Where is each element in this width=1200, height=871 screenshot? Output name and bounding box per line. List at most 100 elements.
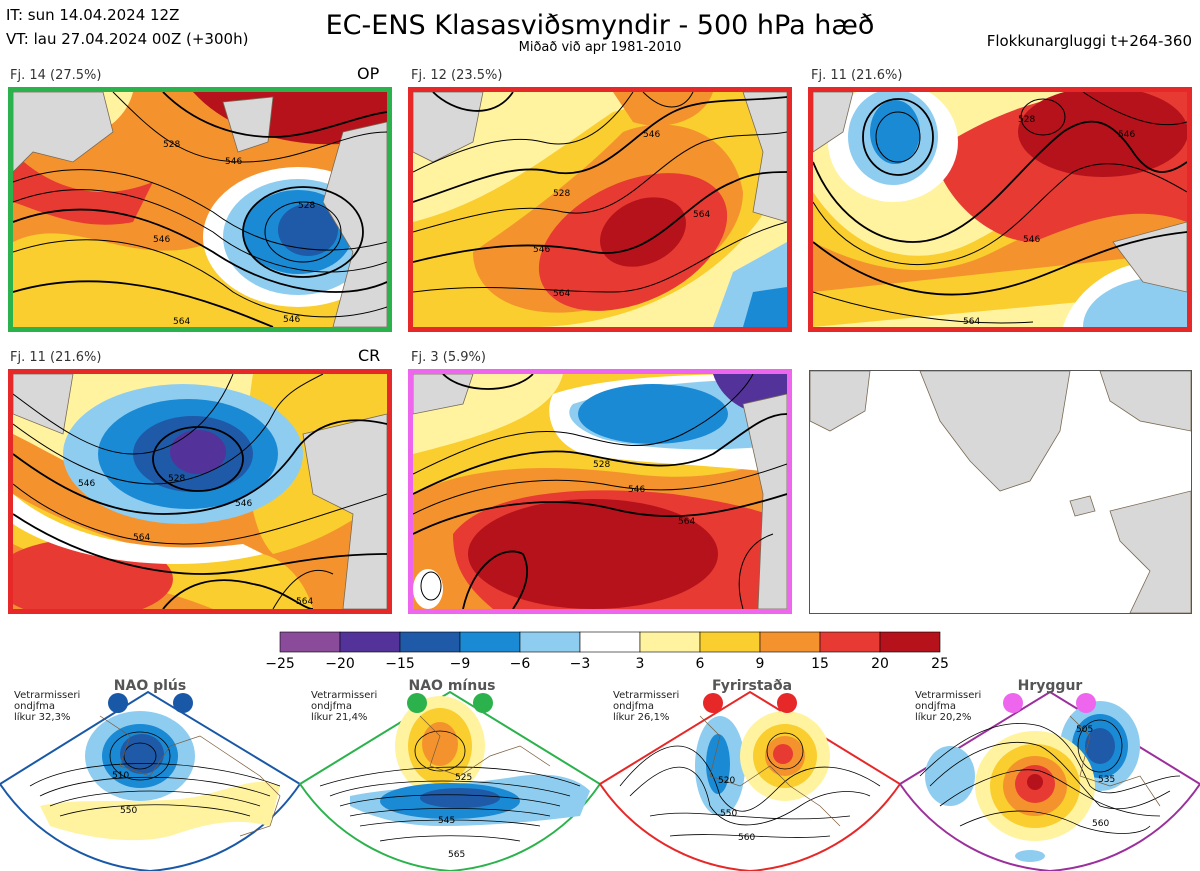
panel-3-label: Fj. 11 (21.6%) xyxy=(811,68,903,83)
regime-4-contour-3: 560 xyxy=(1092,819,1109,829)
colorbar-tick-label-8: 9 xyxy=(755,656,765,672)
chart-title: EC-ENS Klasasviðsmyndir - 500 hPa hæð xyxy=(325,10,875,41)
height-contours xyxy=(13,374,387,609)
regime-4-marker-left xyxy=(1003,693,1023,713)
contour-labels: 528 546 546 564 564 xyxy=(78,474,313,607)
panel-5-label: Fj. 3 (5.9%) xyxy=(411,350,486,365)
colorbar-tick-label-11: 25 xyxy=(931,656,949,672)
reference-map-panel xyxy=(809,370,1192,614)
colorbar-bin-9 xyxy=(819,631,881,653)
contour-label-5: 564 xyxy=(296,597,313,607)
colorbar-bin-8 xyxy=(759,631,821,653)
contour-label-2: 546 xyxy=(533,245,550,255)
contour-label-1: 528 xyxy=(1018,115,1035,125)
contour-label-1: 528 xyxy=(168,474,185,484)
contour-label-3: 546 xyxy=(235,499,252,509)
colorbar xyxy=(279,631,941,653)
contour-label-2: 546 xyxy=(1023,235,1040,245)
contour-label-1: 528 xyxy=(553,189,570,199)
regime-2-info: Vetrarmisseri ondjfma líkur 21,4% xyxy=(311,690,378,723)
regime-1-name: NAO plús xyxy=(113,678,187,694)
regime-2-contour-2: 545 xyxy=(438,816,455,826)
colorbar-tick-label-0: −25 xyxy=(265,656,295,672)
contour-label-2: 528 xyxy=(163,140,180,150)
cluster-panel-3: 528 546 546 564 xyxy=(808,87,1192,332)
anomaly-negative xyxy=(578,384,728,444)
contour-label-3: 546 xyxy=(643,130,660,140)
colorbar-bin-6 xyxy=(639,631,701,653)
panel-2-label: Fj. 12 (23.5%) xyxy=(411,68,503,83)
contour-label-3: 546 xyxy=(225,157,242,167)
regime-4-info: Vetrarmisseri ondjfma líkur 20,2% xyxy=(915,690,982,723)
regime-3-marker-right xyxy=(777,693,797,713)
panel-1-tag: OP xyxy=(357,64,380,83)
regime-3-name: Fyrirstaða xyxy=(711,678,793,694)
contour-label-4: 564 xyxy=(133,533,150,543)
anomaly-negative xyxy=(870,100,920,164)
contour-label-2: 546 xyxy=(78,479,95,489)
valid-time: VT: lau 27.04.2024 00Z (+300h) xyxy=(6,30,249,48)
contour-labels: 528 528 546 546 546 564 xyxy=(153,140,315,327)
anomaly-positive-strong xyxy=(1018,92,1187,177)
land-masses xyxy=(413,374,787,609)
colorbar-tick-label-2: −15 xyxy=(385,656,415,672)
height-contours xyxy=(413,92,787,293)
regime-4-marker-right xyxy=(1076,693,1096,713)
regime-2-contour-3: 565 xyxy=(448,850,465,860)
contour-label-4: 564 xyxy=(963,317,980,327)
regime-2-marker-left xyxy=(407,693,427,713)
cluster-panel-5: 528 546 564 xyxy=(408,369,792,614)
initial-time: IT: sun 14.04.2024 12Z xyxy=(6,6,180,24)
colorbar-bin-1 xyxy=(339,631,401,653)
anomaly-negative-extreme xyxy=(170,430,226,474)
colorbar-tick-label-1: −20 xyxy=(325,656,355,672)
anomaly-neutral-small xyxy=(413,569,443,609)
panel-4-label: Fj. 11 (21.6%) xyxy=(10,350,102,365)
contour-label-1: 528 xyxy=(298,201,315,211)
land-masses xyxy=(810,371,1191,613)
cluster-panel-4: 528 546 546 564 564 xyxy=(8,369,392,614)
anomaly-positive-strong xyxy=(468,499,718,609)
anomaly-negative xyxy=(743,287,787,327)
colorbar-tick-label-7: 6 xyxy=(695,656,705,672)
colorbar-bin-0 xyxy=(279,631,341,653)
regime-3-info: Vetrarmisseri ondjfma líkur 26,1% xyxy=(613,690,680,723)
panel-4-tag: CR xyxy=(358,346,381,365)
land-masses xyxy=(13,92,387,327)
colorbar-tick-label-6: 3 xyxy=(635,656,645,672)
regime-3-marker-left xyxy=(703,693,723,713)
height-contours xyxy=(13,92,387,327)
colorbar-tick-label-4: −6 xyxy=(509,656,531,672)
contour-label-4: 546 xyxy=(153,235,170,245)
regime-1-marker-right xyxy=(173,693,193,713)
colorbar-bin-4 xyxy=(519,631,581,653)
contour-labels: 528 546 564 xyxy=(593,460,695,527)
colorbar-bin-5 xyxy=(579,631,641,653)
chart-subtitle: Miðað við apr 1981-2010 xyxy=(518,40,682,55)
anomaly-positive-north xyxy=(613,92,713,126)
regime-4-name: Hryggur xyxy=(1017,678,1083,694)
cluster-panel-1: 528 528 546 546 546 564 xyxy=(8,87,392,332)
land-masses xyxy=(13,374,387,609)
classification-window: Flokkunargluggi t+264-360 xyxy=(986,32,1192,50)
anomaly-positive xyxy=(13,152,153,225)
colorbar-bin-2 xyxy=(399,631,461,653)
contour-label-3: 546 xyxy=(1118,130,1135,140)
regime-2-contour-1: 525 xyxy=(455,773,472,783)
land-masses xyxy=(813,92,1187,293)
panel-1-label: Fj. 14 (27.5%) xyxy=(10,68,102,83)
contour-label-2: 546 xyxy=(628,485,645,495)
height-contours xyxy=(813,92,1187,324)
regime-nao-minus: 525 545 565 xyxy=(298,690,602,871)
anomaly-positive-strong xyxy=(600,197,686,267)
regime-3-contour-1: 520 xyxy=(718,776,735,786)
regime-nao-plus: 510 550 xyxy=(0,690,302,871)
regime-3-contour-3: 560 xyxy=(738,833,755,843)
colorbar-tick-label-10: 20 xyxy=(871,656,889,672)
contour-label-5: 564 xyxy=(693,210,710,220)
regime-1-contour-2: 550 xyxy=(120,806,137,816)
contour-label-1: 528 xyxy=(593,460,610,470)
height-contours xyxy=(413,374,787,609)
regime-1-info: Vetrarmisseri ondjfma líkur 32,3% xyxy=(14,690,81,723)
anomaly-negative-strong xyxy=(278,204,338,256)
